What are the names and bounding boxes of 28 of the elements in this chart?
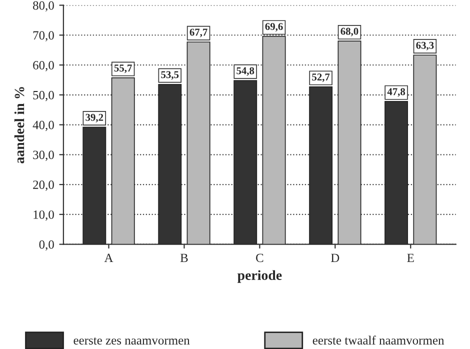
legend-label: eerste zes naamvormen xyxy=(74,337,190,345)
y-tick-label: 10,0 xyxy=(34,210,54,221)
y-tick-label: 60,0 xyxy=(33,61,54,72)
y-tick-label: 40,0 xyxy=(32,120,54,132)
y-tick-label: 0,0 xyxy=(39,240,54,251)
data-label: 69,6 xyxy=(265,23,283,32)
x-tick-label: A xyxy=(104,254,114,262)
y-tick-label: 30,0 xyxy=(33,150,54,161)
data-label: 47,8 xyxy=(387,88,406,97)
data-label: 63,3 xyxy=(416,42,434,50)
x-tick-label: D xyxy=(330,254,340,262)
data-label: 53,5 xyxy=(161,71,179,80)
y-tick-label: 50,0 xyxy=(33,90,54,102)
y-tick-label: 80,0 xyxy=(33,1,54,12)
y-tick-label: 20,0 xyxy=(33,180,54,191)
data-label: 55,7 xyxy=(114,64,132,74)
data-label: 52,7 xyxy=(312,74,330,82)
y-tick-label: 70,0 xyxy=(33,31,54,42)
x-tick-label: C xyxy=(256,254,264,262)
data-label: 67,7 xyxy=(190,28,208,38)
x-tick-label: E xyxy=(407,254,414,262)
x-axis-title: periode xyxy=(237,270,282,283)
data-label: 39,2 xyxy=(86,114,104,122)
x-tick-label: B xyxy=(180,254,188,262)
data-label: 54,8 xyxy=(236,67,254,76)
legend-label: eerste twaalf naamvormen xyxy=(312,336,444,345)
y-axis-title: aandeel in % xyxy=(14,87,24,164)
data-label: 68,0 xyxy=(340,28,358,36)
